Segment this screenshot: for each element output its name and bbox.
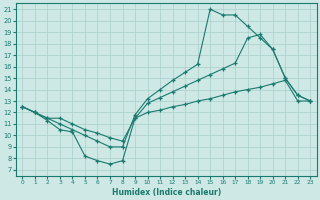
X-axis label: Humidex (Indice chaleur): Humidex (Indice chaleur) — [112, 188, 221, 197]
